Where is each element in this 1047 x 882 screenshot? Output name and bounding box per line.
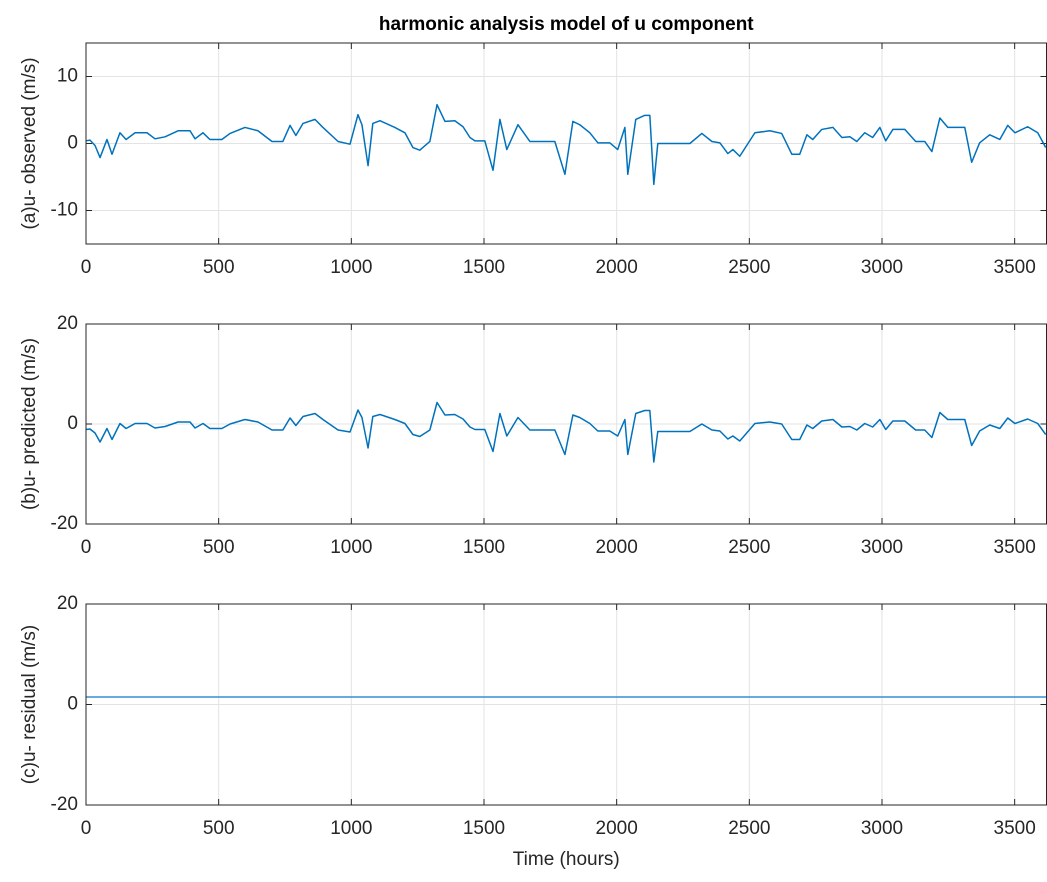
y-tick-label: -20 — [51, 794, 78, 815]
x-tick-label: 2000 — [596, 537, 638, 558]
x-tick-label: 3500 — [994, 537, 1036, 558]
x-tick-label: 3500 — [994, 257, 1036, 278]
y-tick-label: 0 — [67, 413, 78, 434]
x-tick-label: 0 — [81, 818, 92, 839]
x-tick-label: 1000 — [330, 537, 372, 558]
x-tick-label: 2500 — [728, 257, 770, 278]
x-tick-label: 3000 — [861, 257, 903, 278]
x-tick-label: 1500 — [463, 818, 505, 839]
x-tick-label: 500 — [203, 257, 235, 278]
y-tick-label: -20 — [51, 513, 78, 534]
data-line — [85, 103, 1047, 186]
x-axis-label: Time (hours) — [513, 849, 620, 870]
x-tick-label: 2500 — [728, 537, 770, 558]
y-axis-label: (b)u- predicted (m/s) — [19, 338, 40, 510]
y-tick-label: 20 — [57, 313, 78, 334]
y-tick-label: 0 — [67, 133, 78, 154]
y-tick-label: 20 — [57, 593, 78, 614]
y-axis-label: (a)u- observed (m/s) — [19, 57, 40, 229]
x-tick-label: 2500 — [728, 818, 770, 839]
x-tick-label: 1000 — [330, 257, 372, 278]
x-tick-label: 2000 — [596, 257, 638, 278]
x-tick-label: 1500 — [463, 537, 505, 558]
x-tick-label: 1500 — [463, 257, 505, 278]
data-line — [85, 401, 1047, 463]
x-tick-label: 0 — [81, 257, 92, 278]
y-axis-label: (c)u- residual (m/s) — [19, 625, 40, 784]
x-tick-label: 3000 — [861, 818, 903, 839]
x-tick-label: 0 — [81, 537, 92, 558]
y-tick-label: 0 — [67, 694, 78, 715]
x-tick-label: 1000 — [330, 818, 372, 839]
x-tick-label: 2000 — [596, 818, 638, 839]
x-tick-label: 3000 — [861, 537, 903, 558]
y-tick-label: -10 — [51, 200, 78, 221]
x-tick-label: 500 — [203, 537, 235, 558]
x-tick-label: 3500 — [994, 818, 1036, 839]
x-tick-label: 500 — [203, 818, 235, 839]
y-tick-label: 10 — [57, 66, 78, 87]
chart-title: harmonic analysis model of u component — [379, 14, 754, 35]
